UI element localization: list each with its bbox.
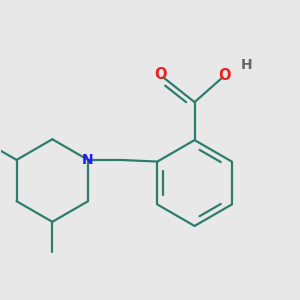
Text: H: H <box>241 58 252 72</box>
Text: O: O <box>218 68 231 83</box>
Text: N: N <box>82 153 94 167</box>
Text: O: O <box>154 67 167 82</box>
